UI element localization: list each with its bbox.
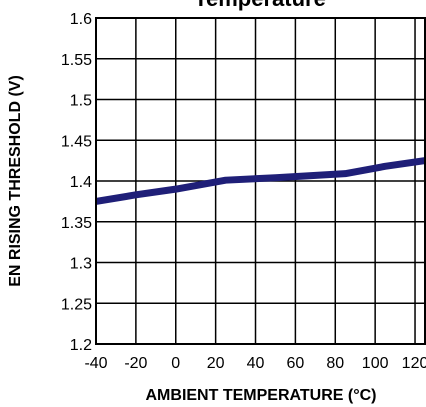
y-tick-label-3: 1.35 xyxy=(61,215,92,232)
y-ticks-layer: 1.2 1.25 1.3 1.35 1.4 1.45 1.5 1.55 1.6 xyxy=(61,11,92,354)
x-tick-label-3: 20 xyxy=(207,355,225,372)
x-tick-label-4: 40 xyxy=(247,355,265,372)
y-tick-label-0: 1.2 xyxy=(70,337,92,354)
y-tick-label-4: 1.4 xyxy=(70,174,92,191)
series-line-0 xyxy=(96,157,425,205)
x-tick-label-0: -40 xyxy=(84,355,107,372)
y-tick-label-2: 1.3 xyxy=(70,256,92,273)
grid-layer xyxy=(96,18,425,344)
x-tick-label-1: -20 xyxy=(124,355,147,372)
frame-layer xyxy=(95,17,426,345)
plot-frame xyxy=(95,17,426,345)
x-axis-label: AMBIENT TEMPERATURE (°C) xyxy=(146,387,377,404)
chart-title: Temperature xyxy=(194,0,326,11)
y-tick-label-1: 1.25 xyxy=(61,296,92,313)
x-tick-label-2: 0 xyxy=(171,355,180,372)
x-ticks-layer: -40 -20 0 20 40 60 80 100 120 xyxy=(84,355,426,372)
x-tick-label-5: 60 xyxy=(286,355,304,372)
x-tick-label-8: 120 xyxy=(402,355,426,372)
series-layer xyxy=(96,157,425,205)
y-axis-label: EN RISING THRESHOLD (V) xyxy=(7,75,24,287)
y-tick-label-6: 1.5 xyxy=(70,93,92,110)
y-tick-label-7: 1.55 xyxy=(61,52,92,69)
y-tick-label-5: 1.45 xyxy=(61,133,92,150)
x-tick-label-6: 80 xyxy=(326,355,344,372)
x-tick-label-7: 100 xyxy=(362,355,389,372)
y-tick-label-8: 1.6 xyxy=(70,11,92,28)
